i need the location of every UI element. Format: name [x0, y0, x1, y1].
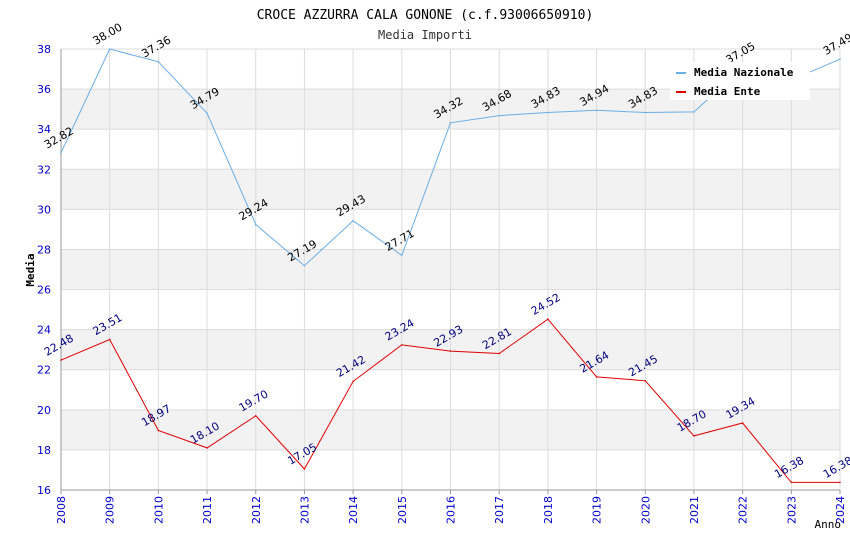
x-tick-label: 2019 — [591, 496, 604, 524]
data-point — [644, 111, 647, 114]
x-tick-label: 2020 — [639, 496, 652, 524]
data-point — [352, 219, 354, 222]
x-tick-label: 2008 — [55, 496, 68, 524]
data-point — [108, 48, 111, 50]
axes — [60, 49, 841, 494]
chart-subtitle: Media Importi — [378, 28, 472, 42]
legend-label: Media Nazionale — [694, 66, 794, 79]
x-tick-label: 2011 — [201, 496, 214, 524]
y-tick-label: 38 — [37, 43, 51, 56]
data-point — [693, 435, 695, 437]
y-tick-label: 34 — [37, 123, 51, 136]
legend: Media Nazionale Media Ente — [670, 62, 810, 100]
data-point — [108, 338, 111, 341]
data-point — [157, 61, 160, 63]
y-tick-label: 36 — [37, 83, 51, 96]
data-point — [206, 447, 208, 449]
y-tick-label: 28 — [37, 243, 51, 256]
y-tick-label: 16 — [37, 484, 51, 497]
data-point — [303, 264, 306, 267]
x-tick-label: 2015 — [396, 496, 409, 524]
data-point — [498, 114, 500, 117]
data-point — [157, 429, 160, 432]
x-tick-label: 2022 — [737, 496, 750, 524]
x-tick-label: 2013 — [298, 496, 311, 524]
y-tick-label: 26 — [37, 284, 51, 297]
y-tick-label: 30 — [37, 203, 51, 216]
y-tick-label: 18 — [37, 444, 51, 457]
data-point — [303, 468, 306, 470]
data-point — [693, 111, 695, 113]
data-point — [254, 223, 257, 226]
data-point — [839, 481, 841, 484]
legend-box — [670, 62, 810, 100]
data-point — [449, 350, 452, 352]
x-tick-label: 2024 — [834, 496, 847, 524]
data-point — [595, 376, 598, 378]
data-point — [401, 344, 403, 346]
x-tick-label: 2016 — [445, 496, 458, 524]
data-point — [401, 254, 403, 257]
data-point — [206, 112, 208, 115]
x-tick-label: 2021 — [688, 496, 701, 524]
y-tick-label: 32 — [37, 163, 51, 176]
data-point — [352, 380, 354, 383]
data-point — [60, 152, 62, 154]
x-axis-label: Anno — [815, 518, 842, 531]
chart-title: CROCE AZZURRA CALA GONONE (c.f.930066509… — [257, 8, 594, 23]
data-point — [254, 415, 257, 417]
x-tick-label: 2018 — [542, 496, 555, 524]
legend-label: Media Ente — [694, 85, 761, 98]
data-point — [547, 111, 549, 114]
y-tick-label: 20 — [37, 404, 51, 417]
data-point — [498, 352, 500, 355]
data-point — [449, 121, 452, 124]
x-tick-label: 2023 — [785, 496, 798, 524]
data-point — [547, 318, 549, 321]
x-tick-label: 2014 — [347, 496, 360, 524]
data-point — [741, 422, 744, 424]
x-tick-label: 2009 — [104, 496, 117, 524]
x-tick-label: 2017 — [493, 496, 506, 524]
data-point — [60, 359, 62, 361]
y-axis-label: Media — [24, 253, 37, 286]
y-tick-label: 22 — [37, 364, 51, 377]
x-tick-label: 2012 — [250, 496, 263, 524]
data-point — [595, 109, 598, 112]
y-tick-label: 24 — [37, 324, 51, 337]
data-point — [790, 481, 793, 484]
data-point — [644, 379, 647, 382]
x-tick-label: 2010 — [152, 496, 165, 524]
data-point — [839, 58, 841, 61]
